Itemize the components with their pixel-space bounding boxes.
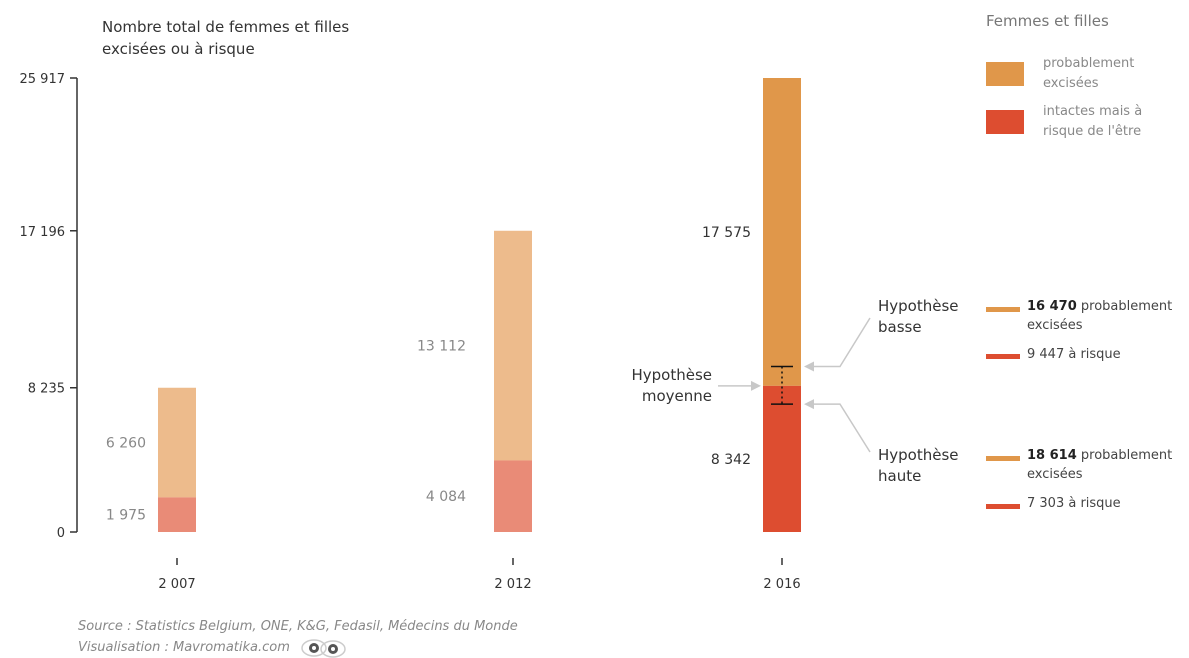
- data-label-excised: 6 260: [106, 436, 146, 452]
- y-axis-title: Nombre total de femmes et filles excisée…: [102, 18, 350, 58]
- bar-risk: [158, 497, 196, 532]
- data-label-risk: 8 342: [711, 452, 751, 468]
- hypothesis-high-excised-desc: probablement excisées: [1027, 448, 1173, 482]
- hypothesis-high-risk-line: [986, 504, 1020, 509]
- hypothesis-high-excised-line: [986, 456, 1020, 461]
- bar-risk: [763, 385, 801, 532]
- y-tick-label: 25 917: [20, 72, 66, 87]
- hypothesis-low-arrowhead: [804, 361, 814, 372]
- hypothesis-high-arrowhead: [804, 399, 814, 410]
- source-note: Source : Statistics Belgium, ONE, K&G, F…: [78, 616, 518, 658]
- hypothesis-low-excised-line: [986, 307, 1020, 312]
- legend-label-risk: intactes mais à risque de l'être: [1043, 104, 1143, 139]
- legend-swatch-risk: [986, 110, 1024, 134]
- hypothesis-middle-arrowhead: [751, 380, 761, 391]
- bar-risk: [494, 460, 532, 532]
- data-label-risk: 4 084: [426, 489, 466, 505]
- x-tick-label: 2 016: [763, 577, 800, 592]
- visualisation-text: Visualisation : Mavromatika.com: [78, 640, 290, 655]
- hypothesis-low-excised-desc: probablement excisées: [1027, 299, 1173, 333]
- hypothesis-high-excised-text: 18 614 probablement excisées: [1027, 446, 1189, 484]
- hypothesis-middle-label: Hypothèse moyenne: [631, 366, 712, 405]
- bar-excised: [158, 387, 196, 498]
- hypothesis-low-label: Hypothèse basse: [878, 297, 959, 336]
- y-tick-label: 8 235: [28, 382, 65, 397]
- eyes-logo-icon: [301, 638, 346, 658]
- hypothesis-low-excised-value: 16 470: [1027, 299, 1077, 314]
- x-tick-label: 2 007: [158, 577, 195, 592]
- hypothesis-high-arrow: [810, 403, 871, 453]
- hypothesis-high-excised-value: 18 614: [1027, 448, 1077, 463]
- hypothesis-low-arrow: [810, 317, 871, 368]
- x-tick-label: 2 012: [494, 577, 531, 592]
- source-line: Source : Statistics Belgium, ONE, K&G, F…: [78, 619, 518, 634]
- legend-swatch-excised: [986, 62, 1024, 86]
- bar-excised: [494, 230, 532, 461]
- y-tick-label: 17 196: [20, 225, 66, 240]
- data-label-risk: 1 975: [106, 508, 146, 524]
- data-label-excised: 13 112: [417, 339, 466, 355]
- visualisation-line: Visualisation : Mavromatika.com: [78, 637, 518, 658]
- bar-excised: [763, 78, 801, 386]
- hypothesis-high-risk-text: 7 303 à risque: [1027, 496, 1121, 511]
- hypothesis-low-excised-text: 16 470 probablement excisées: [1027, 297, 1189, 335]
- hypothesis-high-label: Hypothèse haute: [878, 446, 959, 485]
- data-label-excised: 17 575: [702, 225, 751, 241]
- legend-label-excised: probablement excisées: [1043, 56, 1135, 91]
- y-tick-label: 0: [57, 526, 65, 541]
- hypothesis-low-risk-text: 9 447 à risque: [1027, 347, 1121, 362]
- hypothesis-low-risk-line: [986, 354, 1020, 359]
- legend-title: Femmes et filles: [986, 12, 1109, 30]
